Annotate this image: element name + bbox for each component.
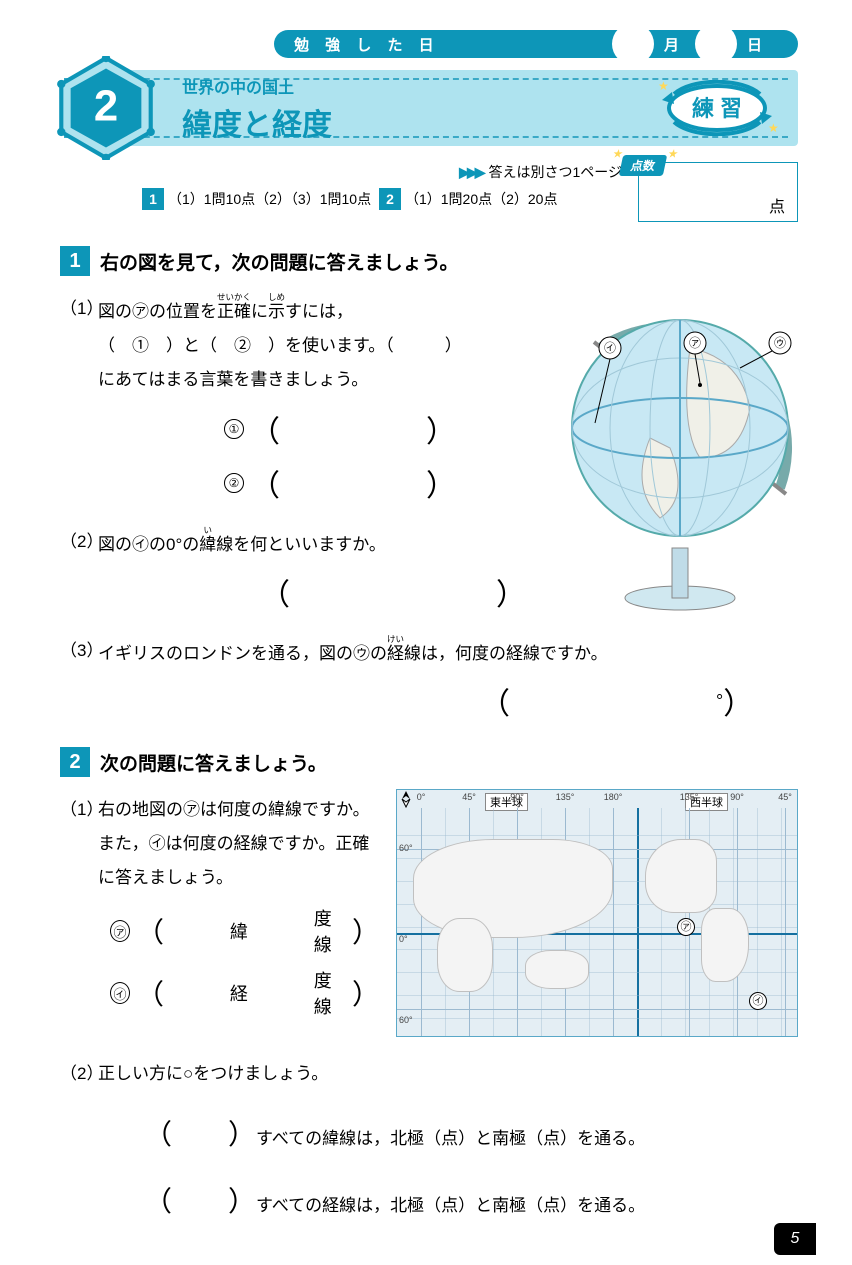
compass-icon [397, 790, 415, 808]
svg-text:2: 2 [94, 81, 118, 130]
q1-3-text: イギリスのロンドンを通る，図の㋒の経けい線は，何度の経線ですか。 [98, 634, 608, 671]
q2-2-option-1[interactable]: （ ）すべての緯線は，北極（点）と南極（点）を通る。 [144, 1101, 798, 1168]
title-subtitle: 世界の中の国土 [182, 74, 332, 98]
score-box[interactable]: 点数 点 [638, 162, 798, 222]
score-unit: 点 [769, 199, 785, 216]
q2-2-option-2[interactable]: （ ）すべての経線は，北極（点）と南極（点）を通る。 [144, 1168, 798, 1235]
svg-text:★: ★ [768, 121, 779, 135]
q1-1-text: 図の㋐の位置を正確せいかくに示しめすには， （ ① ）と（ ② ）を使います。（… [98, 292, 462, 397]
q2-1-text: 右の地図の㋐は何度の緯線ですか。また，㋑は何度の経線ですか。正確に答えましょう。 [98, 793, 380, 895]
q1-number: 1 [60, 246, 90, 276]
month-blank-circle[interactable] [612, 23, 654, 65]
q1-head-text: 右の図を見て，次の問題に答えましょう。 [100, 248, 459, 275]
q2-1-answer-a[interactable]: ㋐ （ 緯 度線） [110, 905, 380, 957]
q1-1-no: （1） [60, 292, 98, 397]
study-date-bar: 勉 強 し た 日 月 日 [274, 30, 798, 58]
title-main: 緯度と経度 [182, 100, 332, 144]
svg-text:㋑: ㋑ [604, 341, 616, 355]
scoring-guide: 1（1）1問10点（2）（3）1問10点 2（1）1問20点（2）20点 [54, 188, 622, 210]
day-label: 日 [747, 34, 768, 55]
q1-1-answer-2[interactable]: ② （） [224, 461, 526, 505]
q2-number: 2 [60, 747, 90, 777]
day-blank-circle[interactable] [695, 23, 737, 65]
svg-text:㋒: ㋒ [774, 336, 786, 350]
q2-1-answer-i[interactable]: ㋑ （ 経 度線） [110, 967, 380, 1019]
q1-3-answer[interactable]: （°） [474, 679, 798, 723]
answers-reference: 答えは別さつ1ページ [488, 162, 622, 182]
practice-badge: 練 習 ★ ★ [652, 80, 782, 136]
q2-header: 2 次の問題に答えましょう。 [60, 747, 798, 777]
arrow-icon: ▶▶▶ [459, 164, 482, 181]
q2-2-text: 正しい方に○をつけましょう。 [98, 1057, 328, 1091]
month-label: 月 [664, 34, 685, 55]
world-map: 東半球 西半球 ㋐ ㋑ 0°45°90°135°180°135°90°45°60… [396, 789, 798, 1037]
q1-header: 1 右の図を見て，次の問題に答えましょう。 [60, 246, 798, 276]
title-area: 2 世界の中の国土 緯度と経度 練 習 ★ ★ [54, 62, 798, 154]
q1-2-answer[interactable]: （） [254, 570, 526, 614]
q2-2-no: （2） [60, 1057, 98, 1091]
chapter-hexagon: 2 [54, 56, 158, 160]
globe-figure: ㋐ ㋑ ㋒ [540, 288, 820, 618]
q1-2-no: （2） [60, 525, 98, 562]
q1-1-answer-1[interactable]: ① （） [224, 407, 526, 451]
map-mark-i: ㋑ [749, 992, 767, 1010]
q1-3-no: （3） [60, 634, 98, 671]
q2-1-no: （1） [60, 793, 98, 895]
map-mark-a: ㋐ [677, 918, 695, 936]
study-date-label: 勉 強 し た 日 [294, 34, 440, 55]
q1-2-text: 図の㋑の0°の緯い線を何といいますか。 [98, 525, 386, 562]
score-tab-label: 点数 [619, 155, 667, 176]
svg-text:㋐: ㋐ [689, 336, 701, 350]
svg-text:★: ★ [658, 80, 669, 93]
q2-head-text: 次の問題に答えましょう。 [100, 749, 327, 776]
page-number: 5 [774, 1223, 816, 1255]
svg-text:練 習: 練 習 [692, 96, 742, 121]
